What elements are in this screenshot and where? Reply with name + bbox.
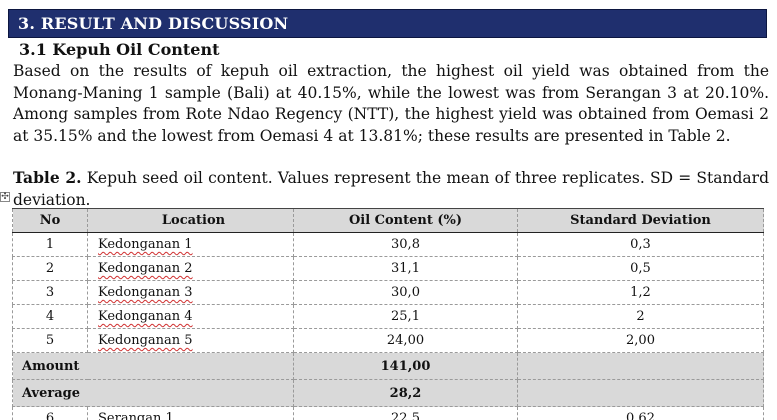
- amount-value: 141,00: [293, 352, 518, 380]
- section-heading: 3. RESULT AND DISCUSSION: [8, 9, 767, 38]
- cell-oil-content: 25,1: [293, 304, 518, 329]
- cell-no: 3: [12, 280, 88, 305]
- cell-location: Serangan 1: [87, 406, 294, 420]
- table-row: 6 Serangan 1 22,5 0,62: [12, 406, 764, 420]
- cell-location: Kedonganan 5: [87, 328, 294, 353]
- cell-oil-content: 31,1: [293, 256, 518, 281]
- cell-location: Kedonganan 1: [87, 232, 294, 257]
- table-caption: Table 2. Kepuh seed oil content. Values …: [13, 167, 769, 211]
- average-label: Average: [12, 379, 294, 407]
- average-row: Average 28,2: [12, 379, 764, 407]
- table-caption-label: Table 2.: [13, 168, 82, 187]
- table-row: 1 Kedonganan 1 30,8 0,3: [12, 232, 764, 257]
- average-value: 28,2: [293, 379, 518, 407]
- move-arrows-icon[interactable]: ✣: [0, 192, 10, 202]
- cell-standard-deviation: 0,5: [517, 256, 764, 281]
- cell-oil-content: 30,0: [293, 280, 518, 305]
- table-row: 2 Kedonganan 2 31,1 0,5: [12, 256, 764, 281]
- table-row: 5 Kedonganan 5 24,00 2,00: [12, 328, 764, 353]
- amount-label: Amount: [12, 352, 294, 380]
- cell-oil-content: 22,5: [293, 406, 518, 420]
- cell-oil-content: 24,00: [293, 328, 518, 353]
- header-location: Location: [87, 208, 294, 233]
- cell-no: 1: [12, 232, 88, 257]
- header-no: No: [12, 208, 88, 233]
- subsection-heading: 3.1 Kepuh Oil Content: [19, 40, 220, 59]
- header-standard-deviation: Standard Deviation: [517, 208, 764, 233]
- cell-location: Kedonganan 2: [87, 256, 294, 281]
- cell-no: 6: [12, 406, 88, 420]
- cell-standard-deviation: 0,62: [517, 406, 764, 420]
- table-row: 3 Kedonganan 3 30,0 1,2: [12, 280, 764, 305]
- cell-standard-deviation: 2,00: [517, 328, 764, 353]
- cell-oil-content: 30,8: [293, 232, 518, 257]
- cell-location: Kedonganan 3: [87, 280, 294, 305]
- cell-standard-deviation: 0,3: [517, 232, 764, 257]
- cell-no: 5: [12, 328, 88, 353]
- cell-standard-deviation: 2: [517, 304, 764, 329]
- table-caption-text: Kepuh seed oil content. Values represent…: [13, 169, 769, 209]
- table-row: 4 Kedonganan 4 25,1 2: [12, 304, 764, 329]
- oil-content-table: No Location Oil Content (%) Standard Dev…: [12, 208, 764, 420]
- cell-standard-deviation: 1,2: [517, 280, 764, 305]
- cell-location: Kedonganan 4: [87, 304, 294, 329]
- table-header-row: No Location Oil Content (%) Standard Dev…: [12, 208, 764, 233]
- header-oil-content: Oil Content (%): [293, 208, 518, 233]
- amount-row: Amount 141,00: [12, 352, 764, 380]
- cell-no: 2: [12, 256, 88, 281]
- average-sd: [517, 379, 764, 407]
- amount-sd: [517, 352, 764, 380]
- body-paragraph: Based on the results of kepuh oil extrac…: [13, 62, 769, 145]
- cell-no: 4: [12, 304, 88, 329]
